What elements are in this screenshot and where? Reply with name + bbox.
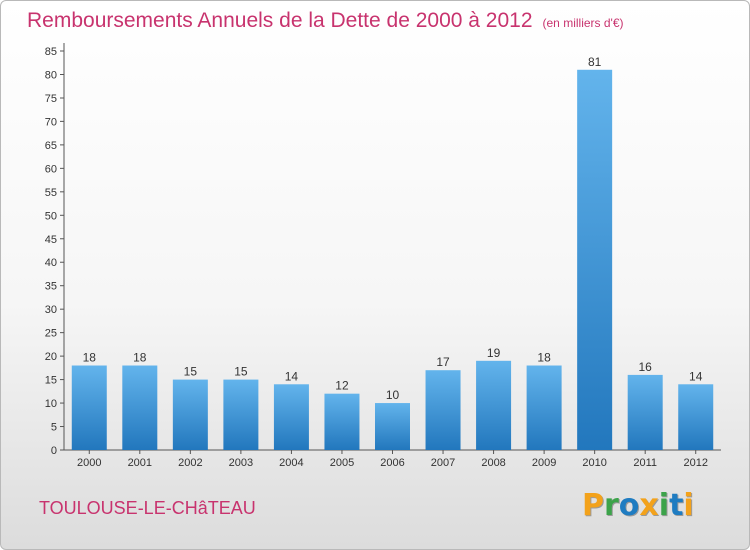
value-label-2003: 15 — [234, 365, 248, 379]
x-tick-label-2001: 2001 — [128, 457, 152, 469]
bar-2001 — [122, 365, 158, 450]
y-tick-label: 80 — [45, 69, 57, 81]
logo-letter: r — [604, 488, 619, 523]
commune-name: TOULOUSE-LE-CHâTEAU — [39, 498, 256, 518]
chart-title-text: Remboursements Annuels de la Dette de 20… — [27, 9, 533, 32]
x-tick-label-2008: 2008 — [481, 457, 505, 469]
value-labels: 18 18 15 15 14 12 10 17 19 18 81 16 14 — [83, 55, 703, 402]
bar-2003 — [223, 379, 259, 450]
value-label-2009: 18 — [537, 351, 551, 365]
bar-2010 — [577, 69, 613, 450]
value-label-2002: 15 — [184, 365, 198, 379]
y-tick-label: 30 — [45, 304, 57, 316]
logo-letter: i — [683, 488, 694, 523]
y-tick-label: 45 — [45, 234, 57, 246]
logo-letter: x — [639, 488, 659, 523]
y-tick-label: 85 — [45, 46, 57, 58]
value-label-2006: 10 — [386, 388, 400, 402]
bar-2009 — [526, 365, 562, 450]
bar-2002 — [172, 379, 208, 450]
x-tick-label-2000: 2000 — [77, 457, 101, 469]
x-tick-label-2007: 2007 — [431, 457, 455, 469]
x-axis-ticks: 2000 2001 2002 2003 2004 2005 2006 2007 2008 2009… — [77, 450, 708, 469]
x-tick-label-2011: 2011 — [633, 457, 657, 469]
bar-2011 — [627, 374, 663, 450]
x-tick-label-2005: 2005 — [330, 457, 354, 469]
value-label-2001: 18 — [133, 351, 147, 365]
y-axis-ticks: 0 5 10 15 20 25 30 35 40 45 50 55 60 65 70 75 80 85 — [45, 46, 64, 457]
value-label-2012: 14 — [689, 369, 703, 383]
chart-title: Remboursements Annuels de la Dette de 20… — [27, 9, 624, 33]
y-tick-label: 0 — [51, 445, 57, 457]
logo-letter: P — [582, 488, 604, 523]
value-label-2004: 14 — [285, 369, 299, 383]
logo-letter: o — [618, 488, 640, 523]
value-label-2005: 12 — [335, 379, 349, 393]
y-tick-label: 35 — [45, 281, 57, 293]
value-label-2011: 16 — [639, 360, 653, 374]
logo-letter: i — [658, 488, 670, 523]
x-tick-label-2006: 2006 — [380, 457, 404, 469]
y-tick-label: 65 — [45, 140, 57, 152]
bars — [71, 69, 714, 450]
y-tick-label: 70 — [45, 116, 57, 128]
y-tick-label: 50 — [45, 210, 57, 222]
bar-2008 — [476, 360, 512, 450]
y-tick-label: 5 — [51, 422, 57, 434]
bar-2012 — [678, 384, 714, 450]
proxiti-logo: Proxiti — [582, 488, 694, 523]
bar-2007 — [425, 370, 461, 450]
x-tick-label-2009: 2009 — [532, 457, 556, 469]
y-tick-label: 20 — [45, 351, 57, 363]
bar-2000 — [71, 365, 107, 450]
value-label-2000: 18 — [83, 351, 97, 365]
y-tick-label: 15 — [45, 375, 57, 387]
y-tick-label: 55 — [45, 187, 57, 199]
y-tick-label: 75 — [45, 93, 57, 105]
y-tick-label: 40 — [45, 257, 57, 269]
x-tick-label-2003: 2003 — [229, 457, 253, 469]
y-tick-label: 10 — [45, 398, 57, 410]
x-tick-label-2010: 2010 — [582, 457, 606, 469]
y-tick-label: 60 — [45, 163, 57, 175]
bar-2006 — [375, 403, 410, 450]
logo-letter: t — [669, 488, 684, 523]
unit-label: (en milliers d'€) — [542, 16, 624, 30]
value-label-2008: 19 — [487, 346, 501, 360]
y-tick-label: 25 — [45, 328, 57, 340]
x-tick-label-2002: 2002 — [178, 457, 202, 469]
bar-2005 — [324, 393, 360, 450]
x-tick-label-2012: 2012 — [683, 457, 707, 469]
x-tick-label-2004: 2004 — [279, 457, 303, 469]
value-label-2007: 17 — [436, 355, 450, 369]
bar-2004 — [273, 384, 309, 450]
value-label-2010: 81 — [588, 55, 602, 69]
